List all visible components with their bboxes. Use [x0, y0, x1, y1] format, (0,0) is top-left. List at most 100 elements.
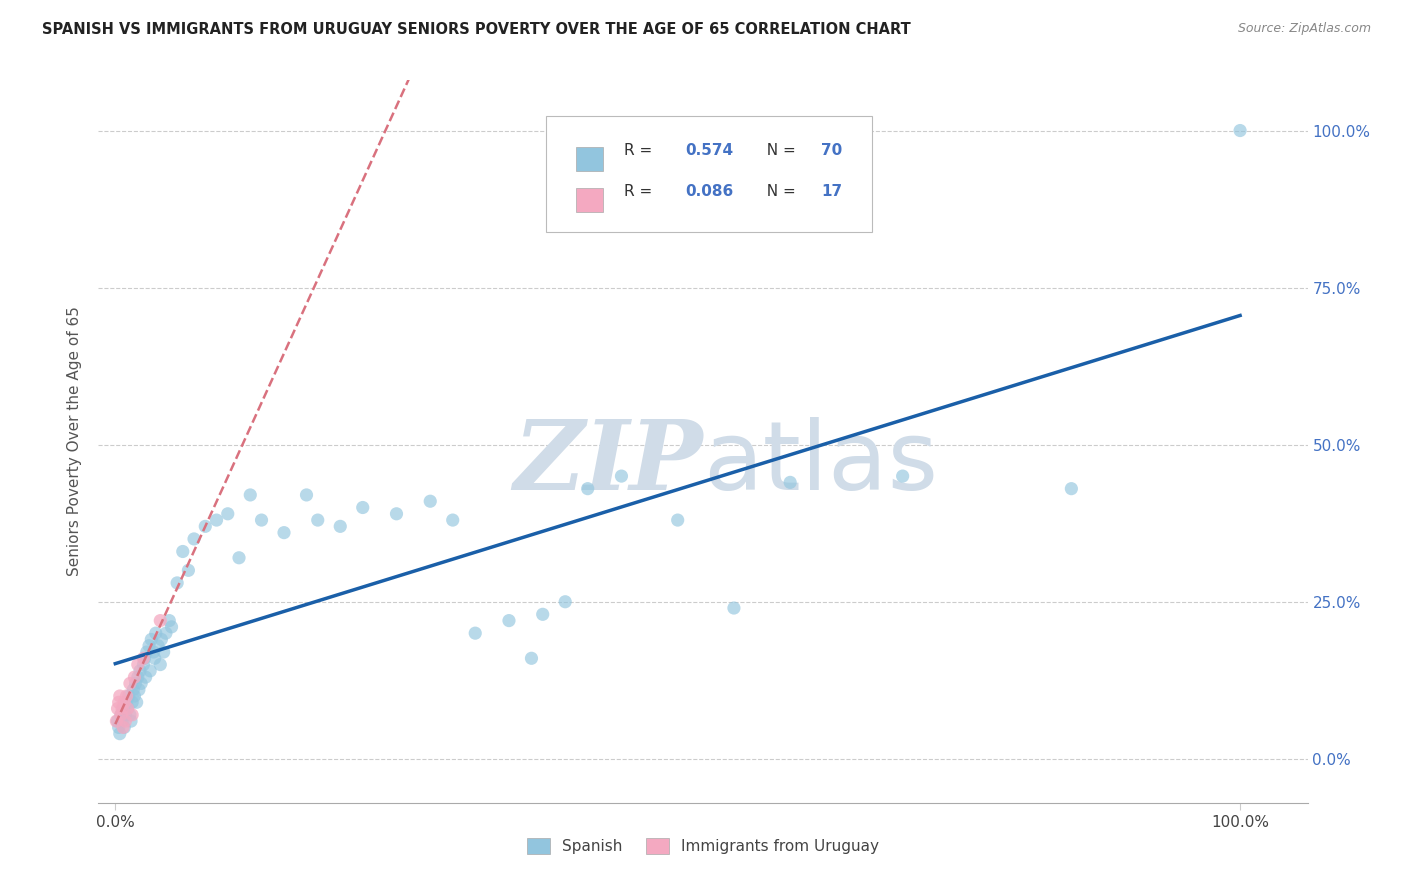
Point: [125, 695, 148, 709]
Point: [183, 532, 205, 546]
FancyBboxPatch shape: [546, 116, 872, 232]
Point: [329, 519, 352, 533]
Text: Source: ZipAtlas.com: Source: ZipAtlas.com: [1237, 22, 1371, 36]
Point: [107, 714, 129, 728]
Text: SPANISH VS IMMIGRANTS FROM URUGUAY SENIORS POVERTY OVER THE AGE OF 65 CORRELATIO: SPANISH VS IMMIGRANTS FROM URUGUAY SENIO…: [42, 22, 911, 37]
Point: [172, 544, 194, 558]
Point: [115, 695, 138, 709]
Point: [124, 670, 146, 684]
Point: [307, 513, 329, 527]
Point: [146, 639, 169, 653]
Point: [295, 488, 318, 502]
Point: [129, 676, 152, 690]
Point: [273, 525, 295, 540]
Point: [152, 645, 174, 659]
Point: [108, 727, 131, 741]
Text: ZIP: ZIP: [513, 417, 703, 510]
Point: [118, 689, 141, 703]
Point: [160, 620, 183, 634]
Point: [135, 670, 157, 684]
Point: [150, 632, 173, 647]
Text: R =: R =: [624, 184, 658, 199]
Point: [891, 469, 914, 483]
Point: [610, 469, 633, 483]
Point: [122, 682, 145, 697]
Point: [118, 676, 141, 690]
Point: [149, 614, 172, 628]
Point: [205, 513, 228, 527]
Point: [111, 701, 134, 715]
Y-axis label: Seniors Poverty Over the Age of 65: Seniors Poverty Over the Age of 65: [67, 307, 83, 576]
Point: [177, 563, 200, 577]
Point: [145, 626, 167, 640]
FancyBboxPatch shape: [576, 147, 603, 170]
Point: [118, 707, 141, 722]
Point: [352, 500, 374, 515]
Point: [115, 689, 138, 703]
Point: [1060, 482, 1083, 496]
Point: [110, 707, 132, 722]
Point: [155, 626, 177, 640]
Point: [129, 664, 152, 678]
Point: [228, 550, 250, 565]
Point: [114, 707, 136, 722]
Point: [114, 714, 136, 728]
Point: [723, 601, 745, 615]
Point: [779, 475, 801, 490]
Point: [239, 488, 262, 502]
Point: [128, 682, 150, 697]
Point: [108, 689, 131, 703]
Point: [139, 664, 162, 678]
Text: N =: N =: [758, 143, 801, 158]
Point: [464, 626, 486, 640]
Text: N =: N =: [758, 184, 801, 199]
Point: [157, 614, 180, 628]
Point: [124, 689, 146, 703]
Text: 70: 70: [821, 143, 842, 158]
Point: [107, 695, 129, 709]
Point: [419, 494, 441, 508]
Text: 0.574: 0.574: [685, 143, 733, 158]
Point: [441, 513, 464, 527]
Point: [142, 645, 165, 659]
Point: [121, 695, 143, 709]
Point: [135, 645, 157, 659]
Point: [111, 714, 134, 728]
Text: R =: R =: [624, 143, 658, 158]
Point: [149, 657, 172, 672]
Point: [576, 482, 599, 496]
Point: [127, 657, 149, 672]
Point: [1229, 123, 1251, 137]
Point: [217, 507, 239, 521]
Point: [105, 714, 128, 728]
Point: [520, 651, 543, 665]
Point: [250, 513, 273, 527]
FancyBboxPatch shape: [576, 188, 603, 211]
Point: [666, 513, 689, 527]
Point: [141, 632, 163, 647]
Text: 17: 17: [821, 184, 842, 199]
Point: [166, 575, 188, 590]
Point: [143, 651, 166, 665]
Text: 0.086: 0.086: [685, 184, 733, 199]
Point: [124, 676, 146, 690]
Point: [132, 657, 155, 672]
Point: [138, 639, 160, 653]
Point: [531, 607, 554, 622]
Point: [107, 701, 129, 715]
Point: [498, 614, 520, 628]
Point: [112, 695, 135, 709]
Point: [112, 720, 135, 734]
Point: [194, 519, 217, 533]
Point: [112, 720, 135, 734]
Text: atlas: atlas: [703, 417, 938, 509]
Point: [110, 707, 132, 722]
Point: [112, 701, 135, 715]
Point: [117, 701, 139, 715]
Point: [121, 707, 143, 722]
Point: [107, 720, 129, 734]
Point: [120, 714, 142, 728]
Legend: Spanish, Immigrants from Uruguay: Spanish, Immigrants from Uruguay: [522, 832, 884, 860]
Point: [134, 651, 156, 665]
Point: [554, 595, 576, 609]
